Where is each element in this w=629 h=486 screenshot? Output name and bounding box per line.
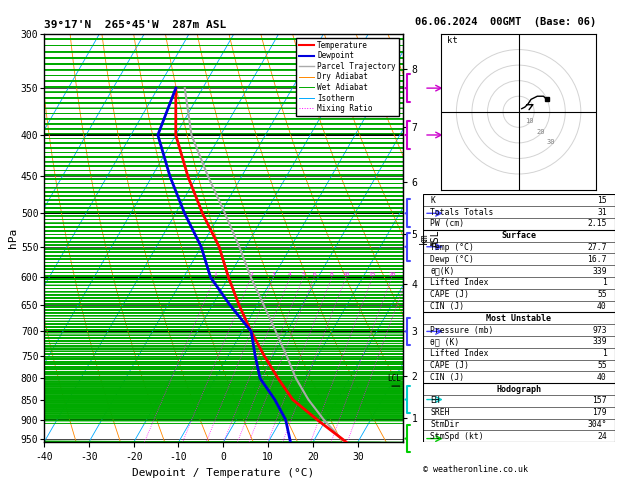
Text: Dewp (°C): Dewp (°C) <box>430 255 474 264</box>
Text: Temp (°C): Temp (°C) <box>430 243 474 252</box>
Legend: Temperature, Dewpoint, Parcel Trajectory, Dry Adiabat, Wet Adiabat, Isotherm, Mi: Temperature, Dewpoint, Parcel Trajectory… <box>296 38 399 116</box>
X-axis label: Dewpoint / Temperature (°C): Dewpoint / Temperature (°C) <box>132 468 314 478</box>
Text: 16.7: 16.7 <box>587 255 607 264</box>
Text: 39°17'N  265°45'W  287m ASL: 39°17'N 265°45'W 287m ASL <box>44 20 226 31</box>
Text: 5: 5 <box>301 272 305 278</box>
Text: 973: 973 <box>593 326 607 335</box>
Text: 1: 1 <box>602 349 607 358</box>
Text: 55: 55 <box>597 361 607 370</box>
Text: Lifted Index: Lifted Index <box>430 349 489 358</box>
Text: 179: 179 <box>593 408 607 417</box>
Text: CAPE (J): CAPE (J) <box>430 290 469 299</box>
Text: CIN (J): CIN (J) <box>430 373 464 382</box>
Text: CAPE (J): CAPE (J) <box>430 361 469 370</box>
Text: 1: 1 <box>602 278 607 287</box>
Text: 6: 6 <box>312 272 316 278</box>
Text: SREH: SREH <box>430 408 450 417</box>
Y-axis label: hPa: hPa <box>8 228 18 248</box>
Text: kt: kt <box>447 36 458 45</box>
Text: Pressure (mb): Pressure (mb) <box>430 326 494 335</box>
Text: 30: 30 <box>547 139 555 145</box>
Text: Hodograph: Hodograph <box>496 384 541 394</box>
Text: 15: 15 <box>597 196 607 205</box>
Text: 10: 10 <box>525 118 534 123</box>
Text: 31: 31 <box>597 208 607 217</box>
Text: 40: 40 <box>597 302 607 311</box>
Text: 55: 55 <box>597 290 607 299</box>
Text: 20: 20 <box>388 272 396 278</box>
Text: 2.15: 2.15 <box>587 219 607 228</box>
Text: 10: 10 <box>342 272 350 278</box>
Text: 40: 40 <box>597 373 607 382</box>
Text: θᴇ (K): θᴇ (K) <box>430 337 460 347</box>
Text: StmDir: StmDir <box>430 420 460 429</box>
Text: 2: 2 <box>249 272 253 278</box>
Text: LCL: LCL <box>387 374 401 382</box>
Text: Surface: Surface <box>501 231 536 240</box>
Text: © weatheronline.co.uk: © weatheronline.co.uk <box>423 465 528 474</box>
Text: 1: 1 <box>213 272 216 278</box>
Text: 339: 339 <box>593 337 607 347</box>
Text: 157: 157 <box>593 397 607 405</box>
Text: 27.7: 27.7 <box>587 243 607 252</box>
Text: 20: 20 <box>536 129 545 135</box>
Text: CIN (J): CIN (J) <box>430 302 464 311</box>
Text: 8: 8 <box>330 272 334 278</box>
Text: Most Unstable: Most Unstable <box>486 314 551 323</box>
Text: 304°: 304° <box>587 420 607 429</box>
Text: 24: 24 <box>597 432 607 441</box>
Text: 339: 339 <box>593 267 607 276</box>
Text: Lifted Index: Lifted Index <box>430 278 489 287</box>
Text: 4: 4 <box>288 272 292 278</box>
Text: 3: 3 <box>272 272 276 278</box>
Text: StmSpd (kt): StmSpd (kt) <box>430 432 484 441</box>
Text: PW (cm): PW (cm) <box>430 219 464 228</box>
Text: 06.06.2024  00GMT  (Base: 06): 06.06.2024 00GMT (Base: 06) <box>415 17 596 27</box>
Text: Totals Totals: Totals Totals <box>430 208 494 217</box>
Text: θᴇ(K): θᴇ(K) <box>430 267 455 276</box>
Text: K: K <box>430 196 435 205</box>
Y-axis label: km
ASL: km ASL <box>419 229 440 247</box>
Text: EH: EH <box>430 397 440 405</box>
Text: 15: 15 <box>369 272 376 278</box>
